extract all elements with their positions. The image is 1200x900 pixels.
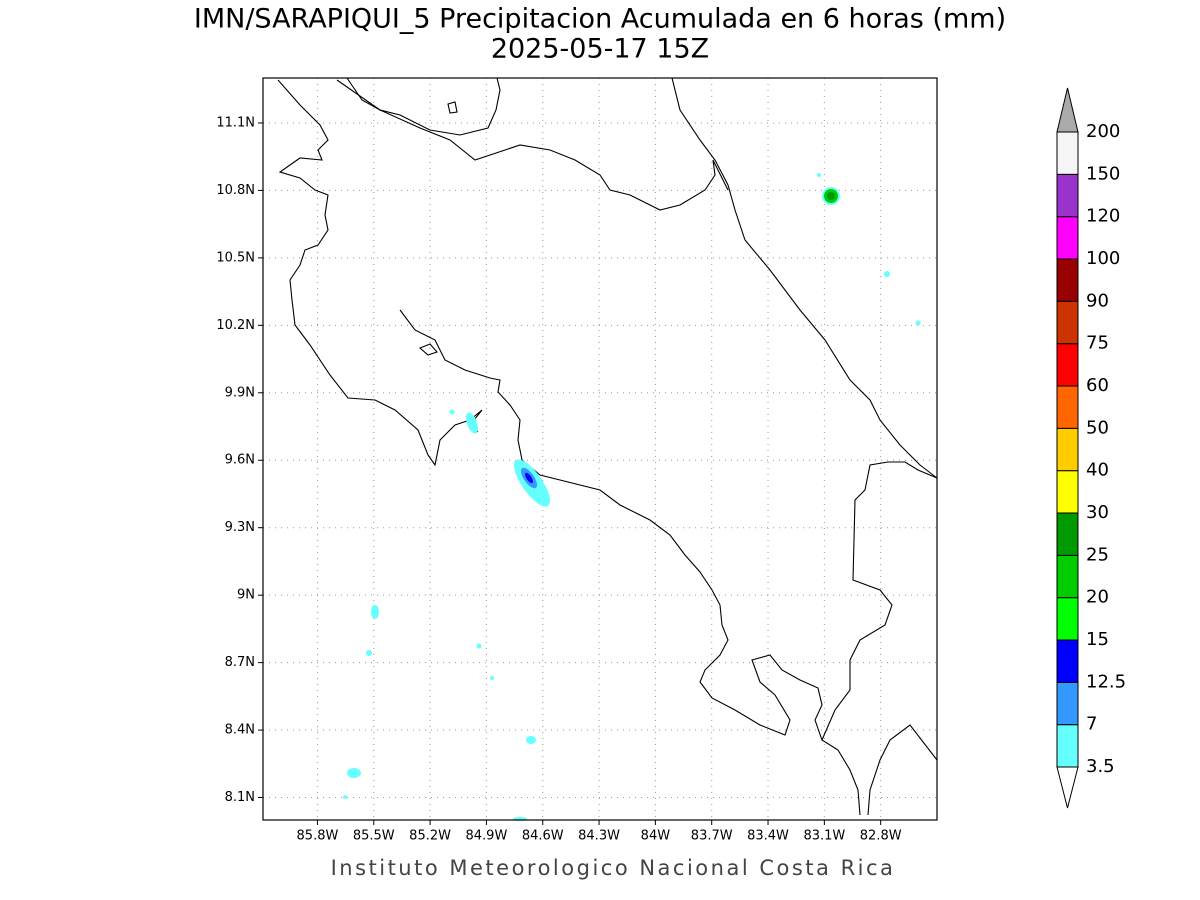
colorbar-label: 150 xyxy=(1086,163,1120,184)
colorbar-upper-arrow xyxy=(1056,87,1079,133)
lon-tick-label: 84.9W xyxy=(466,829,508,844)
title: IMN/SARAPIQUI_5 Precipitacion Acumulada … xyxy=(194,4,1006,35)
colorbar-label: 200 xyxy=(1086,121,1120,142)
colorbar-box xyxy=(1056,724,1079,768)
coastline xyxy=(277,77,938,816)
lon-tick-label: 84.3W xyxy=(578,829,620,844)
colorbar-label: 25 xyxy=(1086,544,1109,565)
lon-tick-label: 85.5W xyxy=(353,829,395,844)
lon-tick-label: 83.4W xyxy=(747,829,789,844)
colorbar-box xyxy=(1056,343,1079,387)
footer: Instituto Meteorologico Nacional Costa R… xyxy=(331,856,896,880)
colorbar-box xyxy=(1056,554,1079,599)
colorbar-box xyxy=(1056,131,1079,175)
colorbar-box xyxy=(1056,173,1079,218)
lon-tick-label: 82.8W xyxy=(860,829,902,844)
colorbar-box xyxy=(1056,300,1079,345)
lon-tick-label: 85.2W xyxy=(409,829,451,844)
colorbar-box xyxy=(1056,427,1079,472)
subtitle: 2025-05-17 15Z xyxy=(491,34,709,65)
precipitation xyxy=(343,173,921,821)
lon-tick-label: 83.1W xyxy=(803,829,845,844)
lon-tick-label: 83.7W xyxy=(691,829,733,844)
lat-tick-label: 10.8N xyxy=(216,183,255,198)
colorbar-box xyxy=(1056,216,1079,260)
lat-tick-label: 9N xyxy=(237,588,255,603)
lat-tick-label: 9.6N xyxy=(225,453,255,468)
colorbar-box xyxy=(1056,470,1079,514)
colorbar-label: 15 xyxy=(1086,629,1109,650)
colorbar-box xyxy=(1056,681,1079,726)
colorbar-label: 120 xyxy=(1086,206,1120,227)
lat-tick-label: 11.1N xyxy=(216,115,255,130)
lat-tick-label: 9.9N xyxy=(225,385,255,400)
colorbar-label: 100 xyxy=(1086,248,1120,269)
colorbar-label: 40 xyxy=(1086,460,1109,481)
lon-tick-label: 85.8W xyxy=(297,829,339,844)
colorbar-label: 90 xyxy=(1086,290,1109,311)
lat-tick-label: 9.3N xyxy=(225,520,255,535)
colorbar-box xyxy=(1056,512,1079,556)
colorbar-label: 60 xyxy=(1086,375,1109,396)
colorbar-label: 3.5 xyxy=(1086,756,1115,777)
lon-tick-label: 84.6W xyxy=(522,829,564,844)
grid xyxy=(263,78,937,820)
lat-tick-label: 10.5N xyxy=(216,250,255,265)
map-frame xyxy=(262,77,938,821)
colorbar-label: 7 xyxy=(1086,714,1097,735)
colorbar-box xyxy=(1056,385,1079,429)
ticks: 85.8W 85.5W 85.2W 84.9W 84.6W 84.3W 84W 83.7W 83… xyxy=(216,115,901,843)
lat-tick-label: 8.7N xyxy=(225,655,255,670)
colorbar-label: 12.5 xyxy=(1086,671,1126,692)
colorbar: 3.5 7 12.5 15 20 25 30 40 50 60 75 90 100 120 150 200 xyxy=(1056,87,1126,809)
colorbar-lower-arrow xyxy=(1056,766,1079,809)
colorbar-label: 20 xyxy=(1086,587,1109,608)
colorbar-label: 50 xyxy=(1086,417,1109,438)
colorbar-box xyxy=(1056,597,1079,641)
lat-tick-label: 8.4N xyxy=(225,723,255,738)
lon-tick-label: 84W xyxy=(641,829,671,844)
lat-tick-label: 8.1N xyxy=(225,790,255,805)
colorbar-box xyxy=(1056,639,1079,683)
colorbar-label: 30 xyxy=(1086,502,1109,523)
lat-tick-label: 10.2N xyxy=(216,318,255,333)
colorbar-box xyxy=(1056,258,1079,302)
colorbar-label: 75 xyxy=(1086,333,1109,354)
